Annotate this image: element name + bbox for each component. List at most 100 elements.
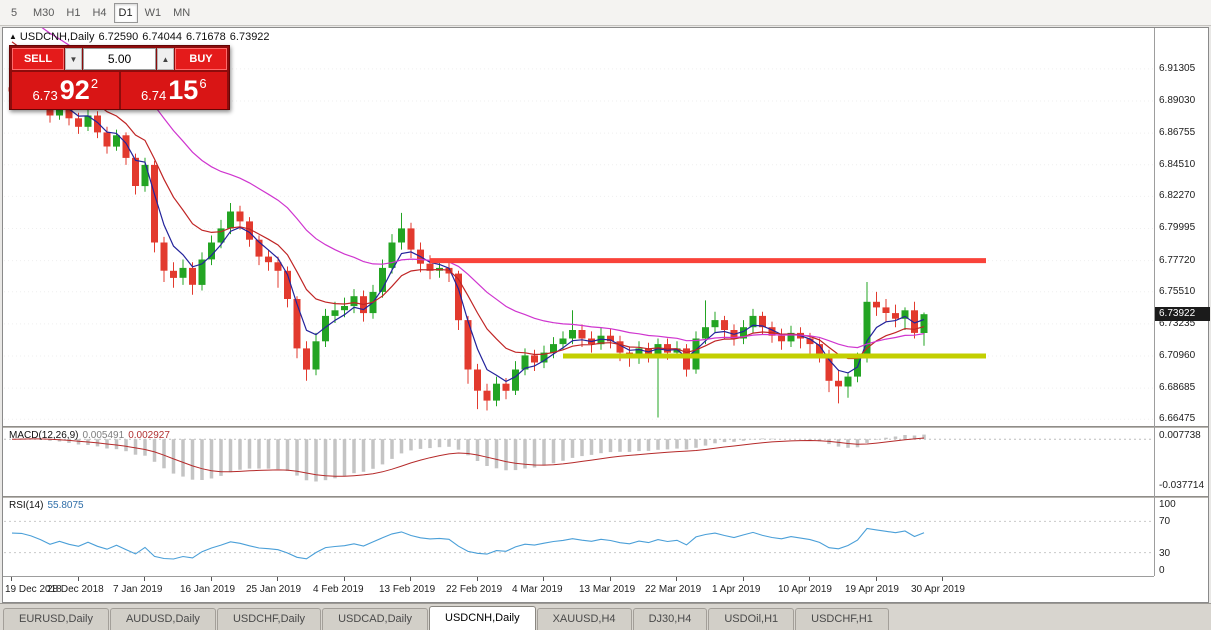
time-axis-tick <box>809 577 810 581</box>
rsi-indicator-label: RSI(14) 55.8075 <box>9 500 84 511</box>
price-scale-label: 6.77720 <box>1159 255 1196 266</box>
timeframe-m30[interactable]: M30 <box>33 6 55 19</box>
pane-splitter[interactable] <box>3 426 1208 428</box>
date-label: 19 Dec 2018 <box>5 584 62 595</box>
date-label: 1 Apr 2019 <box>712 584 761 595</box>
buy-price-pips: 15 <box>168 75 199 105</box>
chart-tab-usdcad-daily[interactable]: USDCAD,Daily <box>322 608 429 630</box>
macd-scale-top: 0.007738 <box>1159 430 1201 441</box>
date-label: 25 Jan 2019 <box>246 584 302 595</box>
price-scale-label: 6.91305 <box>1159 63 1196 74</box>
chart-tab-usdchf-h1[interactable]: USDCHF,H1 <box>795 608 889 630</box>
price-scale-border <box>1154 28 1155 576</box>
ohlc-low: 6.71678 <box>186 31 226 43</box>
chart-tab-xauusd-h4[interactable]: XAUUSD,H4 <box>536 608 632 630</box>
volume-up-button[interactable]: ▲ <box>157 48 174 70</box>
timeframe-h4[interactable]: H4 <box>92 6 107 19</box>
chart-marker-icon: ▲ <box>9 32 17 41</box>
date-label: 19 Apr 2019 <box>845 584 899 595</box>
date-label: 16 Jan 2019 <box>180 584 236 595</box>
chart-tab-usdcnh-daily[interactable]: USDCNH,Daily <box>429 606 536 630</box>
pane-splitter[interactable] <box>3 496 1208 498</box>
time-axis-tick <box>11 577 12 581</box>
price-scale-label: 6.82270 <box>1159 190 1196 201</box>
price-scale-label: 6.75510 <box>1159 286 1196 297</box>
sell-price-pipette: 2 <box>90 76 99 91</box>
timeframe-5[interactable]: 5 <box>10 6 18 19</box>
price-scale-label: 6.89030 <box>1159 95 1196 106</box>
chart-tab-bar: EURUSD,Daily AUDUSD,Daily USDCHF,Daily USDC… <box>0 603 1211 630</box>
buy-price-big-figure: 6.74 <box>140 88 167 103</box>
chart-tab-eurusd-daily[interactable]: EURUSD,Daily <box>3 608 109 630</box>
chart-title: ▲ USDCNH,Daily 6.72590 6.74044 6.71678 6.7392… <box>9 31 274 43</box>
date-label: 10 Apr 2019 <box>778 584 832 595</box>
date-label: 13 Feb 2019 <box>379 584 436 595</box>
ohlc-open: 6.72590 <box>98 31 139 43</box>
date-label: 7 Jan 2019 <box>113 584 163 595</box>
date-label: 22 Feb 2019 <box>446 584 503 595</box>
date-label: 30 Apr 2019 <box>911 584 965 595</box>
volume-dropdown-button[interactable]: ▼ <box>65 48 82 70</box>
price-scale-label: 6.66475 <box>1159 413 1196 424</box>
date-label: 28 Dec 2018 <box>47 584 104 595</box>
chart-window: ▲ USDCNH,Daily 6.72590 6.74044 6.71678 6.7392… <box>2 27 1210 603</box>
macd-signal-value: 0.002927 <box>128 430 170 441</box>
rsi-scale-label: 100 <box>1159 499 1176 510</box>
volume-input[interactable] <box>83 48 156 70</box>
sell-button[interactable]: SELL <box>12 48 64 70</box>
current-price-badge: 6.73922 <box>1155 307 1210 321</box>
macd-name: MACD(12,26,9) <box>9 430 79 441</box>
chart-tab-audusd-daily[interactable]: AUDUSD,Daily <box>109 608 216 630</box>
macd-indicator-canvas[interactable] <box>4 428 1153 496</box>
buy-button[interactable]: BUY <box>175 48 227 70</box>
ohlc-high: 6.74044 <box>142 31 183 43</box>
buy-price[interactable]: 6.74 15 6 <box>120 72 227 109</box>
time-axis-tick <box>277 577 278 581</box>
timeframe-h1[interactable]: H1 <box>66 6 81 19</box>
time-axis-tick <box>743 577 744 581</box>
rsi-scale-label: 70 <box>1159 516 1171 527</box>
rsi-value: 55.8075 <box>47 500 84 511</box>
time-axis-tick <box>543 577 544 581</box>
symbol-label: USDCNH,Daily <box>19 31 95 43</box>
time-axis-tick <box>477 577 478 581</box>
timeframe-d1[interactable]: D1 <box>113 2 138 23</box>
rsi-scale-label: 30 <box>1159 548 1171 559</box>
timeframe-mn[interactable]: MN <box>173 6 191 19</box>
date-label: 4 Feb 2019 <box>313 584 364 595</box>
sell-price-pips: 92 <box>59 75 90 105</box>
timeframe-toolbar: 5 M30 H1 H4 D1 W1 MN <box>0 0 1211 26</box>
time-axis-tick <box>211 577 212 581</box>
date-label: 22 Mar 2019 <box>645 584 702 595</box>
time-axis[interactable]: 19 Dec 2018 28 Dec 2018 7 Jan 2019 16 Jan 2… <box>3 576 1154 602</box>
rsi-name: RSI(14) <box>9 500 44 511</box>
macd-indicator-label: MACD(12,26,9) 0.005491 0.002927 <box>9 430 170 441</box>
ohlc-close: 6.73922 <box>229 31 270 43</box>
time-axis-tick <box>610 577 611 581</box>
date-label: 13 Mar 2019 <box>579 584 636 595</box>
time-axis-tick <box>78 577 79 581</box>
chevron-down-icon: ▼ <box>69 54 78 64</box>
price-scale-label: 6.68685 <box>1159 382 1196 393</box>
price-scale-label: 6.70960 <box>1159 350 1196 361</box>
macd-main-value: 0.005491 <box>82 430 125 441</box>
price-scale-label: 6.84510 <box>1159 159 1196 170</box>
price-scale-label: 6.86755 <box>1159 127 1196 138</box>
chart-tab-dj30-h4[interactable]: DJ30,H4 <box>632 608 708 630</box>
chart-tab-usdoil-h1[interactable]: USDOil,H1 <box>708 608 795 630</box>
rsi-indicator-canvas[interactable] <box>4 498 1153 576</box>
rsi-scale-label: 0 <box>1159 565 1165 576</box>
sell-price-big-figure: 6.73 <box>32 88 58 103</box>
price-scale-label: 6.79995 <box>1159 222 1196 233</box>
chart-tab-usdchf-daily[interactable]: USDCHF,Daily <box>216 608 322 630</box>
time-axis-tick <box>144 577 145 581</box>
macd-scale-bottom: -0.037714 <box>1159 480 1205 491</box>
time-axis-tick <box>876 577 877 581</box>
sell-price[interactable]: 6.73 92 2 <box>12 72 119 109</box>
price-scale-label: 6.73235 <box>1159 318 1196 329</box>
time-axis-tick <box>942 577 943 581</box>
chevron-up-icon: ▲ <box>161 54 170 64</box>
timeframe-w1[interactable]: W1 <box>144 6 162 19</box>
